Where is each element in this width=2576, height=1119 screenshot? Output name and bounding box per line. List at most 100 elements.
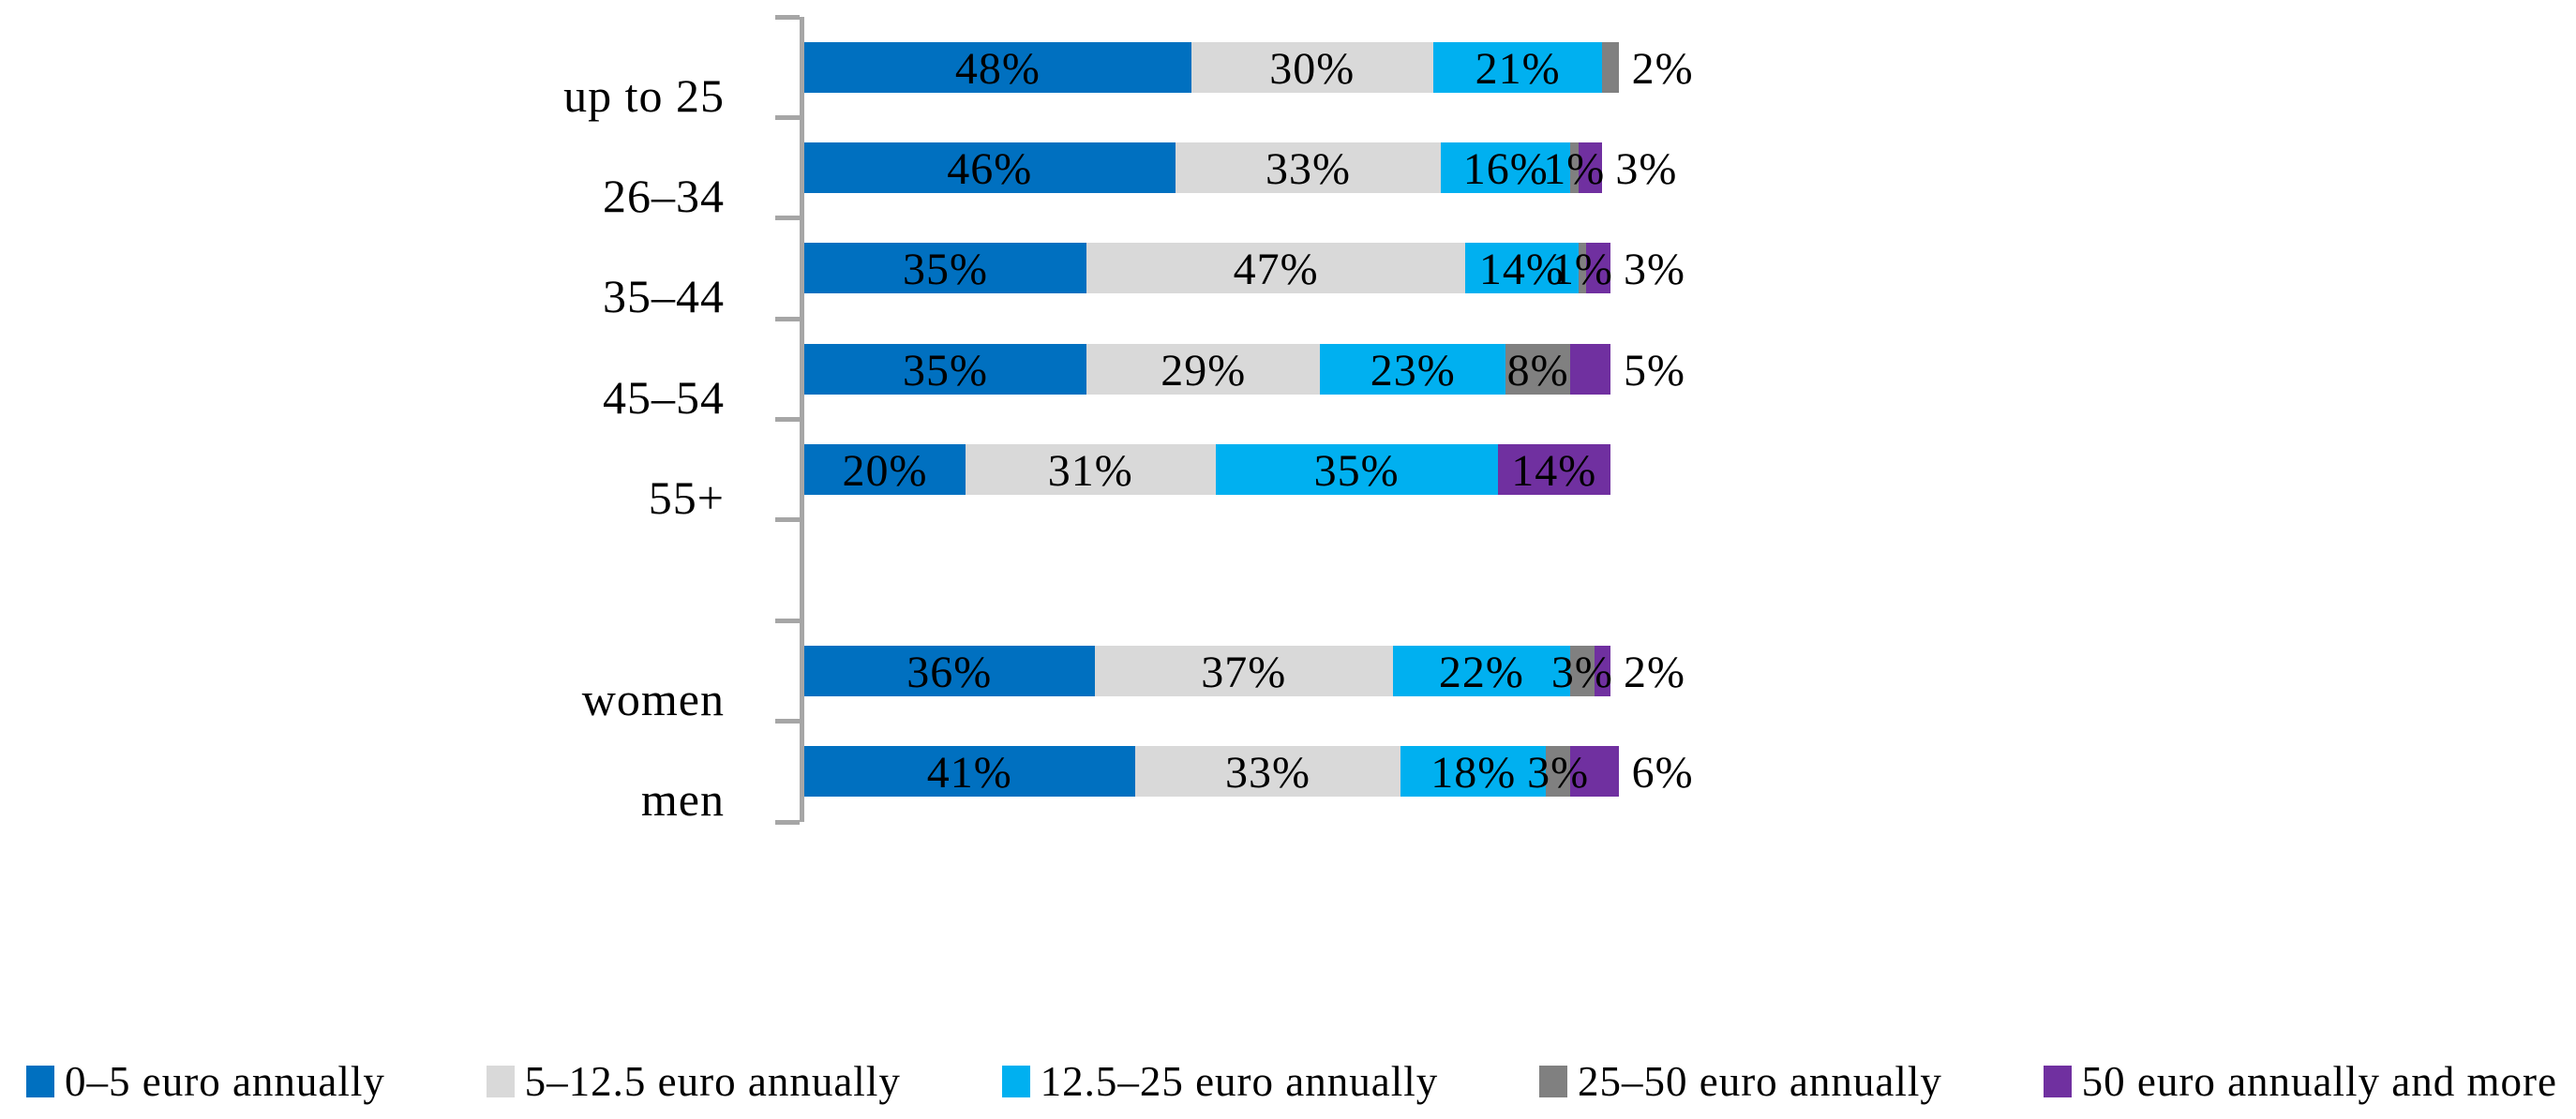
bar-row: 48% 30% 21% 2% (804, 42, 1694, 94)
segment-value-label: 21% (1475, 44, 1561, 94)
axis-tick (775, 820, 800, 825)
outside-value-label: 6% (1631, 748, 1694, 798)
bar-row: 41% 33% 18% 3% 6% (804, 746, 1694, 798)
category-label: 45–54 (603, 371, 725, 424)
bar-segment-12-5-25-euro: 14% (1465, 243, 1579, 294)
bar-segment-12-5-25-euro: 23% (1320, 344, 1506, 395)
segment-value-label: 31% (1047, 446, 1133, 496)
axis-tick (775, 317, 800, 321)
segment-value-label: 23% (1370, 346, 1456, 395)
axis-tick (775, 417, 800, 422)
segment-value-label: 35% (903, 346, 988, 395)
outside-value-label: 3% (1615, 144, 1678, 194)
bar-segment-5-12-5-euro: 31% (966, 444, 1216, 496)
bar-segment-0-5-euro: 46% (804, 142, 1176, 194)
bar-segment-25-50-euro: 1% (1551, 243, 1612, 294)
bar-segment-50-plus-euro (1569, 344, 1610, 395)
legend-label: 0–5 euro annually (65, 1058, 385, 1105)
segment-value-label: 37% (1201, 648, 1287, 697)
segment-value-label: 3% (1527, 748, 1590, 798)
bar-segment-5-12-5-euro: 37% (1094, 646, 1393, 697)
bar-row: 35% 29% 23% 8% 5% (804, 344, 1685, 395)
legend-item-25-50-euro: 25–50 euro annually (1538, 1055, 1942, 1108)
segment-value-label: 41% (926, 748, 1012, 798)
legend-swatch-5-12-5-euro (486, 1066, 515, 1097)
category-label: 35–44 (603, 270, 725, 322)
legend-item-12-5-25-euro: 12.5–25 euro annually (1001, 1055, 1439, 1108)
axis-tick (775, 216, 800, 220)
segment-value-label: 30% (1269, 44, 1355, 94)
bar-segment-12-5-25-euro: 16% (1441, 142, 1570, 194)
bar-segment-12-5-25-euro: 18% (1400, 746, 1547, 798)
bar-row: 20% 31% 35% 14% (804, 444, 1610, 496)
segment-value-label: 16% (1462, 144, 1549, 194)
legend-item-50-plus-euro: 50 euro annually and more (2043, 1055, 2557, 1108)
segment-value-label: 46% (947, 144, 1033, 194)
legend-swatch-0-5-euro (26, 1066, 54, 1097)
bar-segment-5-12-5-euro: 33% (1134, 746, 1401, 798)
legend-label: 12.5–25 euro annually (1040, 1058, 1439, 1105)
legend-swatch-50-plus-euro (2043, 1066, 2072, 1097)
segment-value-label: 47% (1233, 245, 1319, 294)
legend-item-5-12-5-euro: 5–12.5 euro annually (486, 1055, 901, 1108)
segment-value-label: 36% (906, 648, 993, 697)
bar-segment-0-5-euro: 35% (804, 344, 1086, 395)
legend-label: 25–50 euro annually (1577, 1058, 1942, 1105)
bar-segment-12-5-25-euro: 35% (1215, 444, 1498, 496)
category-label: 26–34 (603, 170, 725, 222)
segment-value-label: 33% (1225, 748, 1310, 798)
axis-tick (775, 517, 800, 522)
segment-value-label: 48% (954, 44, 1041, 94)
bar-segment-5-12-5-euro: 30% (1191, 42, 1433, 94)
segment-value-label: 1% (1550, 245, 1613, 294)
axis-tick (775, 719, 800, 724)
segment-value-label: 8% (1506, 346, 1569, 395)
category-label: 55+ (648, 471, 725, 524)
bar-row: 46% 33% 16% 1% 3% (804, 142, 1678, 194)
bar-segment-5-12-5-euro: 29% (1086, 344, 1321, 395)
segment-value-label: 14% (1478, 245, 1565, 294)
category-label: women (581, 673, 725, 725)
bar-segment-50-plus-euro (1594, 646, 1610, 696)
bar-row: 36% 37% 22% 3% 2% (804, 646, 1685, 697)
axis-tick (775, 15, 800, 20)
bar-segment-0-5-euro: 48% (804, 42, 1191, 94)
bar-segment-50-plus-euro (1586, 243, 1610, 293)
bar-segment-0-5-euro: 20% (804, 444, 966, 496)
category-axis-line (800, 17, 804, 822)
segment-value-label: 20% (842, 446, 928, 496)
bar-segment-50-plus-euro (1578, 142, 1603, 193)
segment-value-label: 35% (1313, 446, 1400, 496)
segment-value-label: 14% (1511, 446, 1597, 496)
legend-swatch-12-5-25-euro (1001, 1066, 1030, 1097)
axis-tick (775, 619, 800, 623)
outside-value-label: 2% (1623, 648, 1685, 697)
bar-segment-25-50-euro: 8% (1505, 344, 1570, 395)
bar-segment-25-50-euro: 3% (1527, 746, 1588, 798)
segment-value-label: 22% (1438, 648, 1524, 697)
legend-item-0-5-euro: 0–5 euro annually (26, 1055, 385, 1108)
bar-segment-0-5-euro: 41% (804, 746, 1135, 798)
outside-value-label: 3% (1623, 245, 1685, 294)
bar-segment-50-plus-euro (1569, 746, 1619, 797)
bar-row: 35% 47% 14% 1% 3% (804, 243, 1685, 294)
bar-segment-5-12-5-euro: 47% (1086, 243, 1466, 294)
legend-label: 50 euro annually and more (2081, 1058, 2557, 1105)
category-label: up to 25 (563, 69, 725, 122)
segment-value-label: 1% (1543, 144, 1606, 194)
bar-segment-25-50-euro: 3% (1551, 646, 1612, 697)
bar-segment-12-5-25-euro: 22% (1392, 646, 1570, 697)
chart-legend: 0–5 euro annually 5–12.5 euro annually 12.… (26, 1055, 2557, 1108)
segment-value-label: 18% (1430, 748, 1517, 798)
axis-tick (775, 115, 800, 120)
segment-value-label: 33% (1266, 144, 1351, 194)
category-label: men (640, 773, 725, 826)
bar-segment-0-5-euro: 36% (804, 646, 1095, 697)
segment-value-label: 29% (1161, 346, 1247, 395)
bar-segment-25-50-euro (1602, 42, 1619, 93)
bar-segment-0-5-euro: 35% (804, 243, 1086, 294)
legend-swatch-25-50-euro (1538, 1066, 1567, 1097)
segment-value-label: 35% (903, 245, 988, 294)
bar-segment-12-5-25-euro: 21% (1432, 42, 1603, 94)
